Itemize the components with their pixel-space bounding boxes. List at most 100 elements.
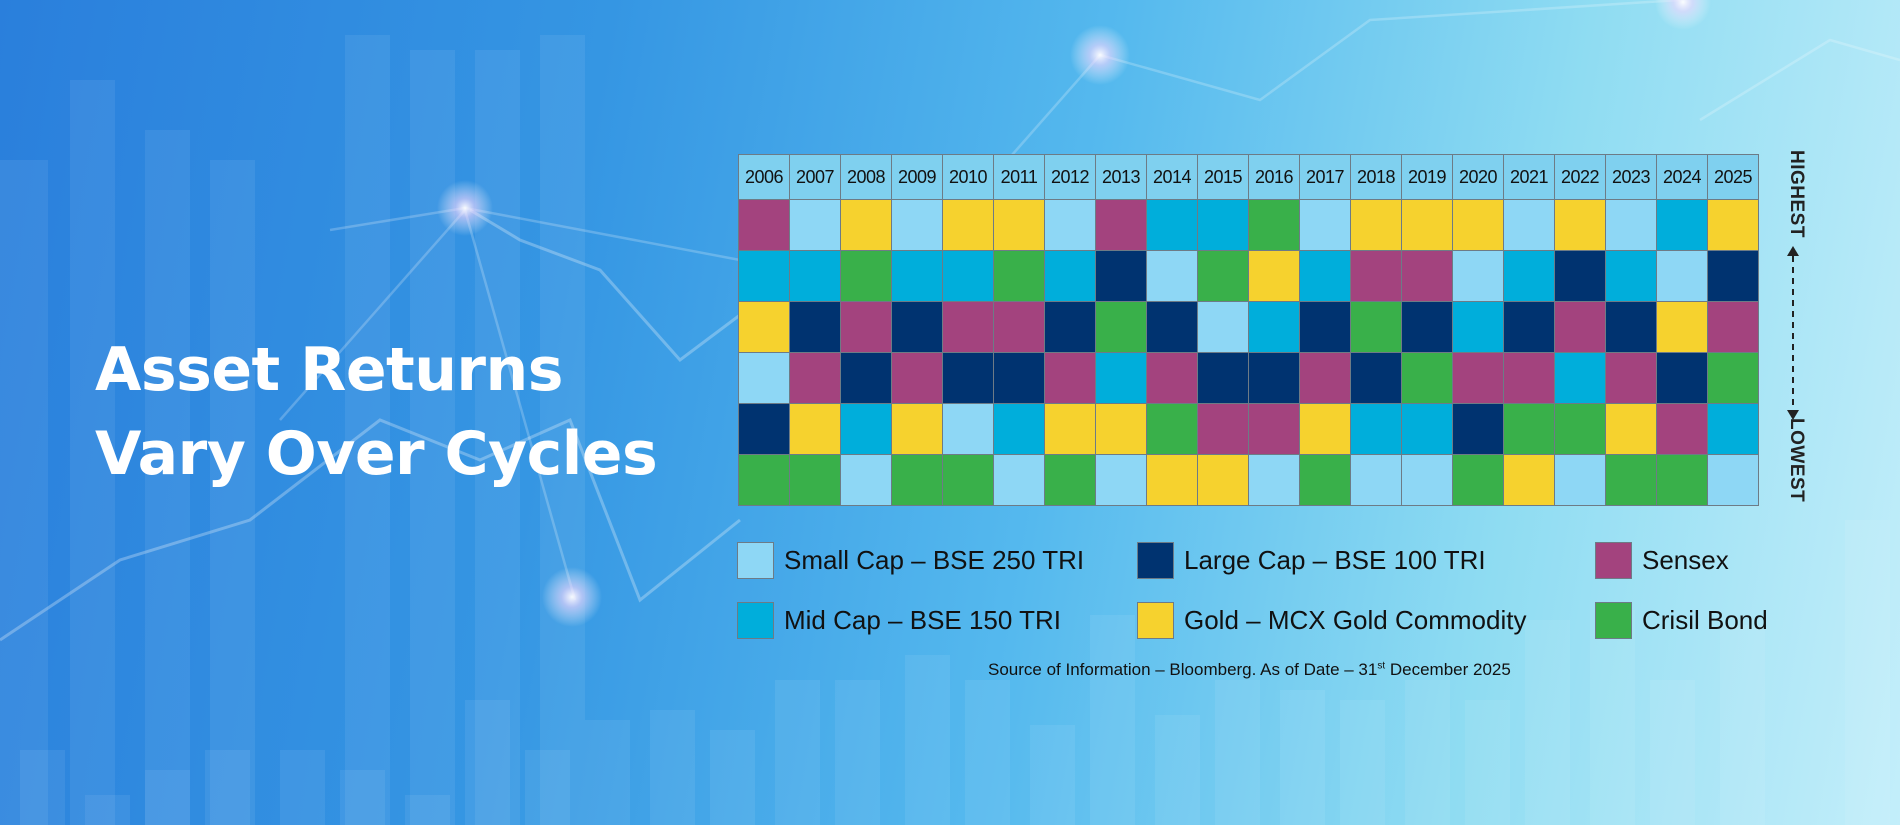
- cell-2015-rank-1-mid: [1197, 199, 1249, 251]
- legend-label-large-cap: Large Cap – BSE 100 TRI: [1184, 545, 1486, 575]
- cell-2024-rank-6-bond: [1656, 454, 1708, 506]
- year-header-2022: 2022: [1554, 154, 1606, 200]
- cell-2016-rank-6-small: [1248, 454, 1300, 506]
- cell-2015-rank-2-bond: [1197, 250, 1249, 302]
- cell-2024-rank-3-gold: [1656, 301, 1708, 353]
- cell-2008-rank-1-gold: [840, 199, 892, 251]
- cell-2017-rank-3-large: [1299, 301, 1351, 353]
- cell-2007-rank-3-large: [789, 301, 841, 353]
- cell-2014-rank-3-large: [1146, 301, 1198, 353]
- cell-2021-rank-2-mid: [1503, 250, 1555, 302]
- rank-row-4: [738, 352, 1759, 404]
- cell-2009-rank-2-mid: [891, 250, 943, 302]
- cell-2022-rank-5-bond: [1554, 403, 1606, 455]
- cell-2014-rank-1-mid: [1146, 199, 1198, 251]
- cell-2024-rank-5-sensex: [1656, 403, 1708, 455]
- cell-2020-rank-6-bond: [1452, 454, 1504, 506]
- year-header-2013: 2013: [1095, 154, 1147, 200]
- cell-2014-rank-4-sensex: [1146, 352, 1198, 404]
- cell-2013-rank-5-gold: [1095, 403, 1147, 455]
- year-header-2015: 2015: [1197, 154, 1249, 200]
- cell-2017-rank-6-bond: [1299, 454, 1351, 506]
- cell-2024-rank-1-mid: [1656, 199, 1708, 251]
- cell-2020-rank-5-large: [1452, 403, 1504, 455]
- cell-2009-rank-5-gold: [891, 403, 943, 455]
- year-header-2008: 2008: [840, 154, 892, 200]
- cell-2017-rank-2-mid: [1299, 250, 1351, 302]
- cell-2018-rank-6-small: [1350, 454, 1402, 506]
- cell-2007-rank-5-gold: [789, 403, 841, 455]
- cell-2021-rank-3-large: [1503, 301, 1555, 353]
- year-header-2023: 2023: [1605, 154, 1657, 200]
- legend-label-gold: Gold – MCX Gold Commodity: [1184, 605, 1527, 635]
- cell-2021-rank-4-sensex: [1503, 352, 1555, 404]
- cell-2006-rank-2-mid: [738, 250, 790, 302]
- cell-2011-rank-6-small: [993, 454, 1045, 506]
- cell-2006-rank-6-bond: [738, 454, 790, 506]
- cell-2008-rank-5-mid: [840, 403, 892, 455]
- cell-2014-rank-2-small: [1146, 250, 1198, 302]
- year-header-2021: 2021: [1503, 154, 1555, 200]
- cell-2025-rank-6-small: [1707, 454, 1759, 506]
- cell-2023-rank-5-gold: [1605, 403, 1657, 455]
- cell-2013-rank-1-sensex: [1095, 199, 1147, 251]
- legend-swatch-gold: [1137, 602, 1174, 639]
- cell-2007-rank-4-sensex: [789, 352, 841, 404]
- cell-2014-rank-5-bond: [1146, 403, 1198, 455]
- year-header-2011: 2011: [993, 154, 1045, 200]
- year-header-2019: 2019: [1401, 154, 1453, 200]
- legend-item-sensex: Sensex: [1595, 542, 1729, 579]
- cell-2011-rank-2-bond: [993, 250, 1045, 302]
- cell-2019-rank-6-small: [1401, 454, 1453, 506]
- cell-2017-rank-4-sensex: [1299, 352, 1351, 404]
- cell-2006-rank-1-sensex: [738, 199, 790, 251]
- year-header-2025: 2025: [1707, 154, 1759, 200]
- cell-2008-rank-3-sensex: [840, 301, 892, 353]
- cell-2022-rank-1-gold: [1554, 199, 1606, 251]
- year-header-2016: 2016: [1248, 154, 1300, 200]
- cell-2016-rank-1-bond: [1248, 199, 1300, 251]
- cell-2018-rank-4-large: [1350, 352, 1402, 404]
- cell-2015-rank-3-small: [1197, 301, 1249, 353]
- cell-2020-rank-3-mid: [1452, 301, 1504, 353]
- rank-row-2: [738, 250, 1759, 302]
- headline-line-1: Asset Returns: [95, 335, 563, 405]
- cell-2012-rank-2-mid: [1044, 250, 1096, 302]
- cell-2010-rank-5-small: [942, 403, 994, 455]
- cell-2016-rank-4-large: [1248, 352, 1300, 404]
- year-header-2020: 2020: [1452, 154, 1504, 200]
- cell-2018-rank-3-bond: [1350, 301, 1402, 353]
- cell-2019-rank-1-gold: [1401, 199, 1453, 251]
- cell-2011-rank-5-mid: [993, 403, 1045, 455]
- cell-2008-rank-4-large: [840, 352, 892, 404]
- cell-2012-rank-6-bond: [1044, 454, 1096, 506]
- cell-2010-rank-3-sensex: [942, 301, 994, 353]
- legend-item-gold: Gold – MCX Gold Commodity: [1137, 602, 1526, 639]
- cell-2017-rank-1-small: [1299, 199, 1351, 251]
- highest-label: HIGHEST: [1786, 150, 1807, 238]
- headline: Asset Returns Vary Over Cycles: [95, 328, 658, 496]
- cell-2016-rank-3-mid: [1248, 301, 1300, 353]
- cell-2018-rank-5-mid: [1350, 403, 1402, 455]
- legend-item-small-cap: Small Cap – BSE 250 TRI: [737, 542, 1084, 579]
- cell-2006-rank-4-small: [738, 352, 790, 404]
- source-prefix: Source of Information – Bloomberg. As of…: [988, 660, 1378, 679]
- cell-2024-rank-4-large: [1656, 352, 1708, 404]
- cell-2021-rank-5-bond: [1503, 403, 1555, 455]
- cell-2015-rank-4-large: [1197, 352, 1249, 404]
- year-header-2007: 2007: [789, 154, 841, 200]
- legend-item-crisil-bond: Crisil Bond: [1595, 602, 1768, 639]
- cell-2018-rank-2-sensex: [1350, 250, 1402, 302]
- cell-2021-rank-6-gold: [1503, 454, 1555, 506]
- legend-swatch-small-cap: [737, 542, 774, 579]
- cell-2019-rank-5-mid: [1401, 403, 1453, 455]
- year-header-2009: 2009: [891, 154, 943, 200]
- headline-line-2: Vary Over Cycles: [95, 419, 658, 489]
- cell-2023-rank-2-mid: [1605, 250, 1657, 302]
- cell-2022-rank-2-large: [1554, 250, 1606, 302]
- cell-2021-rank-1-small: [1503, 199, 1555, 251]
- cell-2016-rank-2-gold: [1248, 250, 1300, 302]
- cell-2011-rank-1-gold: [993, 199, 1045, 251]
- cell-2007-rank-6-bond: [789, 454, 841, 506]
- legend-item-large-cap: Large Cap – BSE 100 TRI: [1137, 542, 1486, 579]
